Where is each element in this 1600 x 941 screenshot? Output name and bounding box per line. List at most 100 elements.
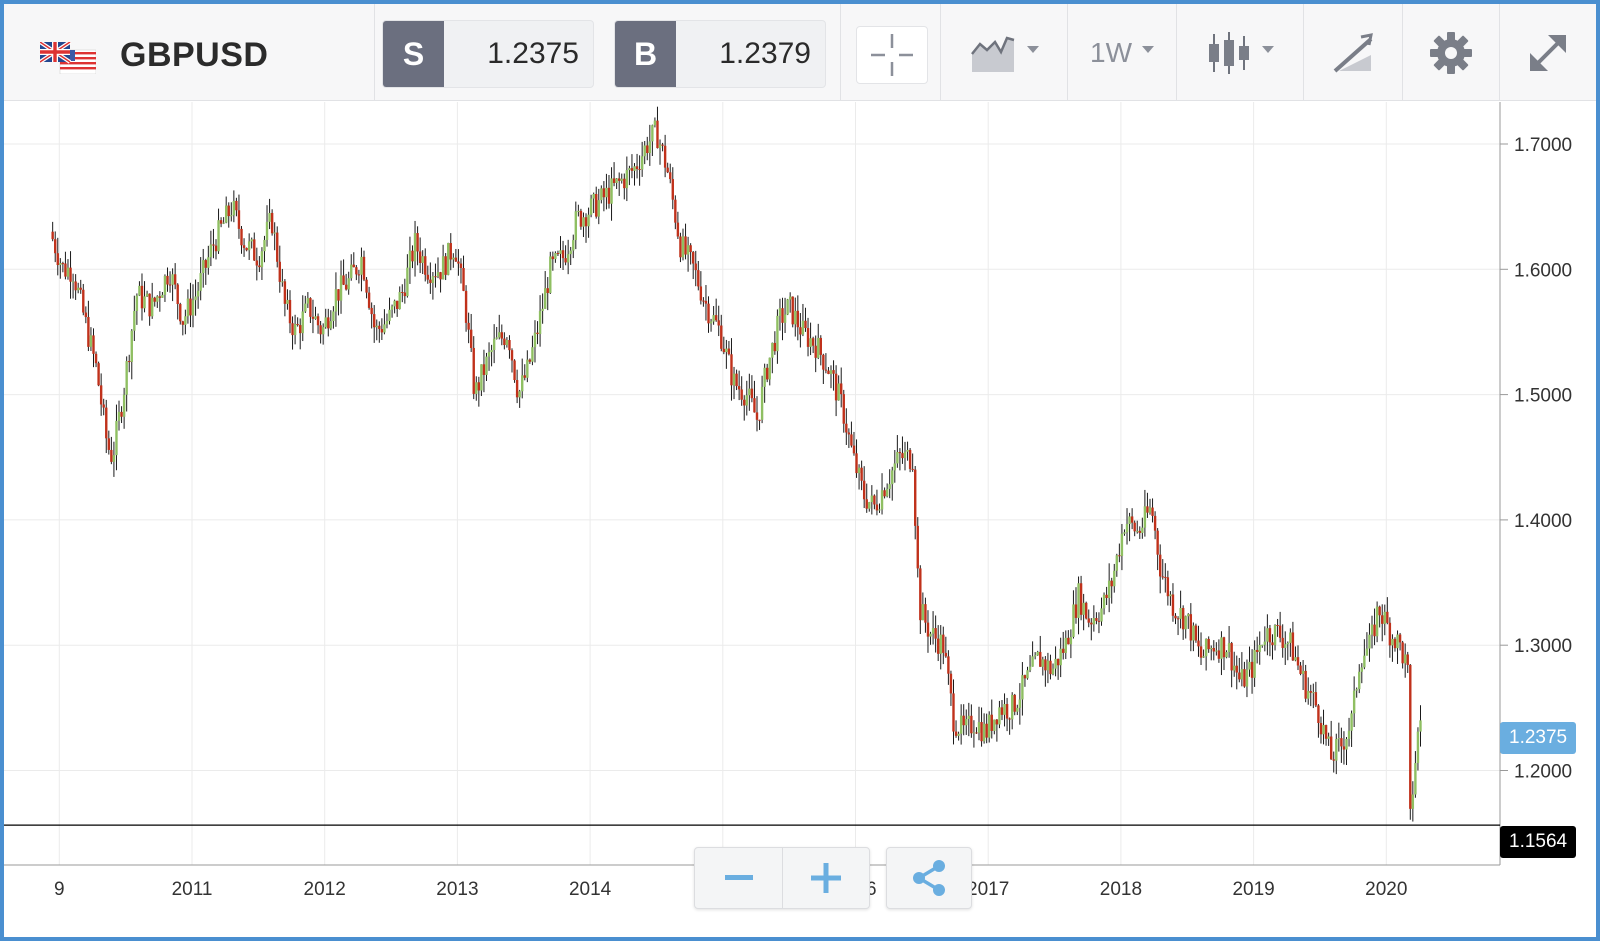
candle-body — [107, 438, 111, 450]
fullscreen-button[interactable] — [1500, 4, 1596, 101]
candle-body — [1278, 625, 1282, 638]
candle-body — [222, 222, 225, 224]
candle-body — [1013, 694, 1016, 712]
candle-body — [171, 274, 174, 285]
symbol-selector[interactable]: GBPUSD — [4, 4, 374, 101]
candle-body — [783, 314, 787, 323]
share-button[interactable] — [886, 847, 972, 909]
candle-body — [510, 350, 514, 361]
candle-body — [117, 411, 121, 421]
candle-body — [1204, 638, 1208, 657]
candle-body — [1174, 615, 1177, 619]
zoom-out-button[interactable] — [695, 848, 783, 908]
candle-body — [94, 353, 98, 364]
candle-body — [454, 257, 458, 262]
zoom-controls — [694, 847, 870, 909]
candle-body — [980, 722, 983, 742]
candle-body — [727, 348, 731, 355]
candle-body — [648, 141, 652, 154]
candle-body — [224, 205, 228, 223]
share-icon — [913, 860, 945, 896]
candle-body — [773, 342, 777, 352]
candle-body — [1322, 725, 1325, 735]
candle-body — [592, 193, 595, 199]
candle-body — [306, 298, 310, 304]
chart-type-button[interactable] — [941, 4, 1067, 101]
candle-body — [265, 221, 269, 240]
candle-body — [817, 337, 820, 358]
candle-body — [842, 394, 845, 424]
candle-body — [490, 350, 493, 353]
candle-body — [1036, 651, 1039, 656]
candle-body — [403, 292, 407, 297]
candle-body — [891, 470, 894, 485]
candle-body — [1021, 675, 1024, 700]
candle-body — [1072, 604, 1075, 637]
candle-body — [676, 222, 680, 237]
candle-style-button[interactable] — [1177, 4, 1303, 101]
candle-body — [176, 284, 179, 305]
candle-body — [691, 252, 695, 264]
candle-body — [666, 167, 669, 173]
settings-button[interactable] — [1403, 4, 1499, 101]
candle-body — [128, 361, 131, 363]
candle-body — [1184, 616, 1187, 630]
buy-button[interactable]: B 1.2379 — [614, 20, 826, 88]
candle-body — [1240, 669, 1244, 680]
candle-body — [1064, 637, 1067, 653]
candle-body — [299, 325, 302, 334]
candle-body — [1115, 555, 1119, 571]
candle-body — [832, 370, 835, 374]
candle-body — [612, 178, 616, 183]
candle-body — [934, 628, 937, 639]
candle-body — [334, 289, 338, 312]
candle-body — [965, 719, 968, 726]
candle-body — [1388, 622, 1392, 646]
candle-body — [436, 272, 440, 277]
candle-body — [903, 451, 907, 459]
candle-body — [962, 715, 965, 726]
candle-body — [745, 395, 748, 406]
candle-body — [1378, 606, 1381, 616]
interval-selector[interactable]: 1W — [1068, 4, 1176, 101]
candle-body — [791, 296, 794, 325]
chart-type-icon — [971, 35, 1015, 72]
sell-button[interactable]: S 1.2375 — [382, 20, 594, 88]
candle-body — [1284, 644, 1287, 648]
candle-body — [929, 633, 932, 637]
candle-body — [1041, 659, 1045, 667]
candle-body — [602, 188, 606, 198]
candle-body — [1271, 642, 1274, 646]
chevron-down-icon — [1262, 46, 1274, 53]
candle-body — [1419, 720, 1422, 732]
candle-body — [531, 347, 534, 362]
candle-body — [857, 467, 861, 474]
candle-body — [901, 453, 904, 459]
candle-body — [462, 267, 465, 291]
candle-body — [919, 568, 922, 621]
candle-body — [288, 299, 292, 324]
candle-body — [1301, 670, 1305, 674]
candle-body — [878, 509, 881, 511]
candle-body — [926, 622, 930, 637]
crosshair-button[interactable] — [856, 26, 928, 84]
candle-body — [89, 335, 93, 347]
candle-body — [56, 253, 59, 266]
candle-body — [1187, 614, 1190, 617]
candle-body — [610, 178, 613, 204]
chart-canvas[interactable]: 1.7000 1.6000 1.5000 1.4000 1.3000 1.2000 9 201… — [4, 102, 1596, 937]
candle-body — [413, 233, 417, 262]
candle-body — [697, 270, 700, 287]
candle-body — [138, 285, 141, 296]
candle-body — [799, 327, 802, 335]
candle-body — [1090, 622, 1093, 625]
candle-body — [485, 356, 488, 375]
drawing-tools-button[interactable] — [1304, 4, 1402, 101]
zoom-in-button[interactable] — [783, 848, 869, 908]
candle-body — [908, 449, 912, 469]
price-chart[interactable]: 1.7000 1.6000 1.5000 1.4000 1.3000 1.2000 9 201… — [4, 102, 1596, 937]
candle-body — [1263, 641, 1267, 645]
candle-body — [1289, 632, 1292, 643]
candle-body — [957, 733, 960, 736]
candle-body — [633, 166, 636, 171]
